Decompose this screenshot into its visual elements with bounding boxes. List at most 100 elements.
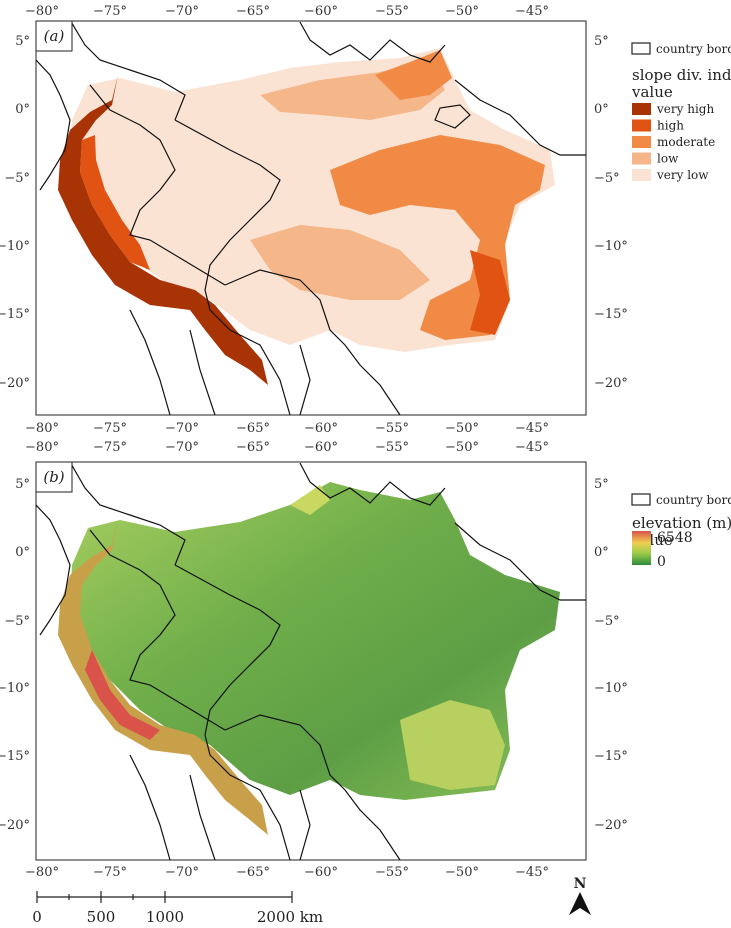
panel-a-lon-bottom-tick: −45° (515, 421, 549, 436)
scale-label-1000: 1000 (146, 908, 184, 926)
panel-b-lon-bottom-tick: −65° (236, 865, 270, 880)
latitude-ticks: 5° 0° −5° −10° −15° −20° 5° 0° −5° −10° −15° −20° 5°… (0, 34, 628, 833)
panel-b-lat-right-tick: −5° (594, 614, 620, 629)
panel-b-lon-top-tick: −75° (93, 440, 127, 455)
panel-a-lat-right-tick: 0° (594, 102, 609, 117)
panel-b-lat-right-tick: −20° (594, 818, 628, 833)
panel-a-lon-top-tick: −70° (165, 4, 199, 19)
panel-a-lon-top-tick: −50° (445, 4, 479, 19)
panel-a-lon-bottom-tick: −80° (25, 421, 59, 436)
legend-a-border-swatch (631, 42, 651, 55)
panel-b-lon-top-tick: −65° (236, 440, 270, 455)
panel-b-lat-left-tick: 5° (15, 477, 30, 492)
legend-b-border-swatch (631, 493, 651, 506)
panel-a-lon-bottom-tick: −65° (236, 421, 270, 436)
panel-a-country-borders (36, 21, 586, 415)
panel-b-lon-bottom-tick: −80° (25, 865, 59, 880)
legend-a-class-label: very low (656, 168, 709, 182)
panel-b-lon-bottom-tick: −70° (165, 865, 199, 880)
north-arrow-icon (569, 892, 591, 915)
legend-b-max: 6548 (657, 530, 693, 546)
panel-b-label: (b) (43, 468, 64, 486)
legend-b: country borders elevation (m) value 6548… (631, 493, 731, 570)
legend-a-swatch (632, 103, 651, 115)
region-very-high-andes (58, 75, 268, 385)
panel-a-lon-top-tick: −80° (25, 4, 59, 19)
panel-a-lon-top-tick: −75° (93, 4, 127, 19)
panel-a-lon-bottom-tick: −75° (93, 421, 127, 436)
scale-label-0: 0 (32, 908, 42, 926)
legend-a-class-label: high (657, 119, 684, 133)
panel-b-lat-right-tick: 0° (594, 545, 609, 560)
panel-b-lat-left-tick: −5° (4, 614, 30, 629)
panel-a-lon-bottom-tick: −70° (165, 421, 199, 436)
legend-a-swatch (632, 119, 651, 132)
panel-a-lat-right-tick: −20° (594, 376, 628, 391)
panel-b-lat-right-tick: 5° (594, 477, 609, 492)
legend-a-swatch (632, 136, 651, 148)
legend-b-border-label: country borders (656, 493, 731, 507)
legend-a-class-label: moderate (657, 135, 715, 149)
panel-a-lat-left-tick: 0° (15, 102, 30, 117)
legend-a-class-label: low (657, 152, 679, 166)
legend-b-gradient (632, 531, 651, 565)
panel-b-lat-left-tick: 0° (15, 545, 30, 560)
panel-a: (a) (35, 20, 587, 416)
panel-b-lat-left-tick: −15° (0, 749, 30, 764)
panel-a-map (58, 48, 555, 385)
panel-a-lat-left-tick: 5° (15, 34, 30, 49)
longitude-ticks: −80° −75° −70° −65° −60° −55° −50° −45° −80° −75°… (25, 4, 549, 880)
panel-b-lon-top-tick: −60° (304, 440, 338, 455)
panel-b-lon-bottom-tick: −75° (93, 865, 127, 880)
legend-b-title: elevation (m) (632, 514, 731, 532)
panel-a-lat-left-tick: −15° (0, 307, 30, 322)
panel-b-lon-bottom-tick: −60° (304, 865, 338, 880)
panel-b-lat-left-tick: −20° (0, 818, 30, 833)
panel-a-lat-right-tick: 5° (594, 34, 609, 49)
panel-a-label: (a) (44, 27, 65, 45)
panel-a-lon-bottom-tick: −50° (445, 421, 479, 436)
panel-a-lat-left-tick: −5° (4, 171, 30, 186)
panel-b-label-box (35, 461, 73, 493)
panel-b: (b) (35, 461, 587, 861)
panel-a-lat-right-tick: −15° (594, 307, 628, 322)
elevation-andes-peaks (85, 650, 160, 740)
region-moderate-guiana (375, 50, 452, 100)
panel-b-lon-bottom-tick: −50° (445, 865, 479, 880)
panel-a-lat-right-tick: −5° (594, 171, 620, 186)
panel-b-lat-right-tick: −10° (594, 681, 628, 696)
panel-a-lat-left-tick: −10° (0, 239, 30, 254)
panel-b-lat-left-tick: −10° (0, 681, 30, 696)
panel-a-label-box (35, 20, 73, 52)
region-very-low (70, 48, 555, 352)
panel-a-lon-top-tick: −45° (515, 4, 549, 19)
panel-b-lon-bottom-tick: −45° (515, 865, 549, 880)
panel-a-lat-left-tick: −20° (0, 376, 30, 391)
legend-a-swatch (632, 169, 651, 181)
legend-b-min: 0 (657, 554, 666, 570)
legend-a-class-label: very high (656, 102, 714, 116)
panel-b-lon-top-tick: −45° (515, 440, 549, 455)
legend-a-swatch (632, 152, 651, 165)
elevation-andes (58, 518, 268, 835)
panel-b-lat-right-tick: −15° (594, 749, 628, 764)
scale-label-500: 500 (87, 908, 116, 926)
panel-b-country-borders (36, 462, 586, 860)
panel-b-lon-top-tick: −55° (375, 440, 409, 455)
north-arrow: N (569, 876, 591, 915)
panel-a-lon-bottom-tick: −55° (375, 421, 409, 436)
scale-bar: 0 500 1000 2000 km (32, 891, 323, 926)
panel-b-lon-top-tick: −70° (165, 440, 199, 455)
legend-a-border-label: country borders (656, 42, 731, 56)
north-label: N (574, 876, 587, 892)
legend-a-subtitle: value (631, 83, 673, 101)
legend-a-classes: very high high moderate low very low (632, 102, 715, 182)
elevation-brazilian-shield (400, 700, 505, 790)
panel-a-lon-top-tick: −60° (304, 4, 338, 19)
region-moderate-se (470, 250, 510, 335)
elevation-guiana-highlands (290, 485, 330, 515)
panel-b-lon-bottom-tick: −55° (375, 865, 409, 880)
panel-a-lon-top-tick: −55° (375, 4, 409, 19)
panel-a-lon-top-tick: −65° (236, 4, 270, 19)
